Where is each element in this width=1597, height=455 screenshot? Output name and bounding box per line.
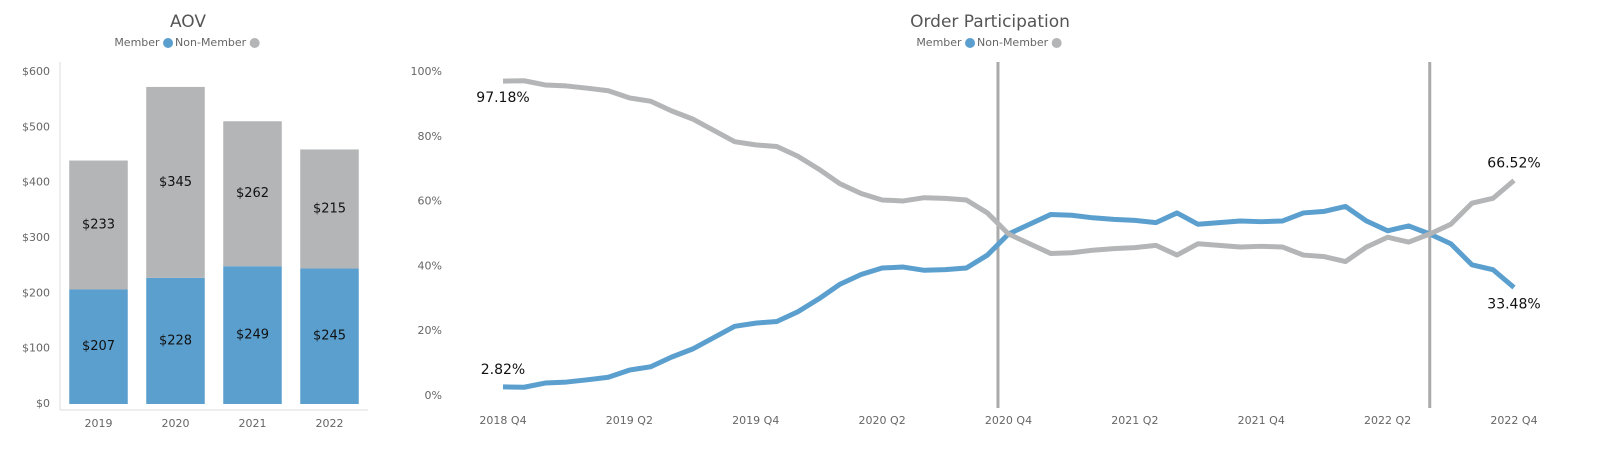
- y-tick-label: 20%: [418, 324, 442, 337]
- bar-value-label: $228: [159, 333, 192, 348]
- bar-segment: [223, 266, 282, 404]
- y-tick-label: $500: [22, 120, 50, 133]
- legend-swatch: [1051, 38, 1062, 48]
- bar-segment: [69, 160, 128, 290]
- bar-segment: [146, 86, 205, 278]
- y-tick-label: 40%: [418, 259, 442, 272]
- legend-label: Member: [916, 36, 962, 49]
- legend-label: Non-Member: [175, 36, 247, 49]
- series-line: [502, 78, 1516, 265]
- chart-title: AOV: [170, 12, 206, 32]
- legend-swatch: [249, 38, 260, 48]
- line-value-label: 97.18%: [476, 90, 529, 106]
- y-tick-label: 0%: [425, 389, 442, 402]
- bar-segment: [223, 121, 282, 267]
- legend-label: Non-Member: [977, 36, 1049, 49]
- y-tick-label: 100%: [411, 65, 442, 78]
- y-tick-label: $200: [22, 286, 50, 299]
- legend-swatch: [163, 38, 174, 48]
- x-tick-label: 2021: [239, 417, 267, 430]
- bar-segment: [300, 149, 359, 269]
- x-tick-label: 2022 Q2: [1364, 414, 1411, 427]
- x-tick-label: 2020 Q4: [985, 414, 1032, 427]
- x-tick-label: 2021 Q2: [1111, 414, 1158, 427]
- x-tick-label: 2019 Q4: [732, 414, 779, 427]
- x-tick-label: 2019 Q2: [606, 414, 653, 427]
- chart-title: Order Participation: [910, 12, 1070, 32]
- y-tick-label: $600: [22, 65, 50, 78]
- x-tick-label: 2021 Q4: [1238, 414, 1285, 427]
- y-tick-label: 60%: [418, 195, 442, 208]
- legend-swatch: [965, 38, 976, 48]
- bar-segment: [69, 289, 128, 404]
- line-value-label: 33.48%: [1487, 297, 1540, 313]
- bar-value-label: $215: [313, 201, 346, 216]
- bar-value-label: $245: [313, 329, 346, 344]
- bar-value-label: $262: [236, 186, 269, 201]
- x-tick-label: 2019: [85, 417, 113, 430]
- bar-value-label: $249: [236, 328, 269, 343]
- x-tick-label: 2022 Q4: [1490, 414, 1537, 427]
- y-tick-label: 80%: [418, 130, 442, 143]
- legend-label: Member: [114, 36, 160, 49]
- bar-value-label: $345: [159, 175, 192, 190]
- x-tick-label: 2020: [162, 417, 190, 430]
- bar-segment: [300, 268, 359, 404]
- line-value-label: 66.52%: [1487, 155, 1540, 171]
- y-tick-label: $400: [22, 176, 50, 189]
- y-tick-label: $100: [22, 342, 50, 355]
- line-value-label: 2.82%: [481, 362, 525, 378]
- y-tick-label: $0: [36, 397, 50, 410]
- x-tick-label: 2018 Q4: [479, 414, 526, 427]
- bar-value-label: $207: [82, 339, 115, 354]
- y-tick-label: $300: [22, 231, 50, 244]
- bar-segment: [146, 277, 205, 404]
- x-tick-label: 2020 Q2: [859, 414, 906, 427]
- x-tick-label: 2022: [316, 417, 344, 430]
- bar-value-label: $233: [82, 217, 115, 232]
